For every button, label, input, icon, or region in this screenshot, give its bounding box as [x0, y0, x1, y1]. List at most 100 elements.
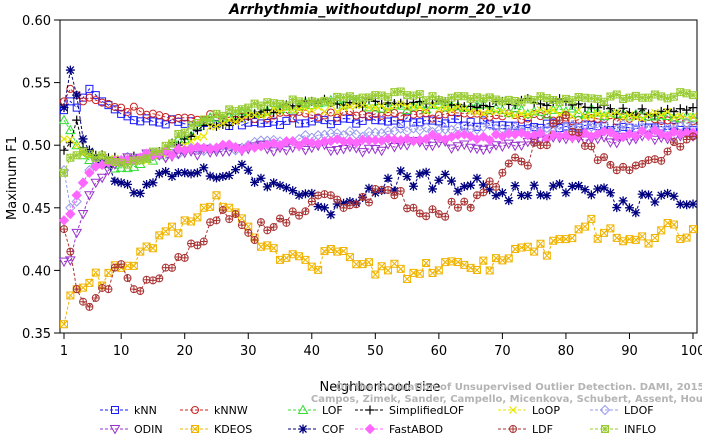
data-point-cof	[59, 103, 69, 113]
data-point-kdeos	[161, 227, 170, 236]
data-point-kdeos	[542, 251, 551, 260]
legend-item-inflo: INFLO	[590, 423, 657, 436]
data-point-simplifiedlof	[675, 104, 685, 114]
data-point-simplifiedlof	[269, 108, 279, 118]
data-point-kdeos	[269, 244, 278, 253]
data-point-kdeos	[129, 261, 138, 270]
series-line-kdeos	[63, 194, 694, 325]
data-point-kdeos	[663, 219, 672, 228]
data-point-knn	[129, 116, 138, 125]
data-point-ldf	[472, 191, 481, 200]
data-point-inflo	[568, 96, 577, 105]
data-point-loop	[212, 122, 221, 131]
data-point-ldf	[301, 207, 310, 216]
data-point-ldf	[225, 215, 234, 224]
data-point-cof	[555, 179, 565, 189]
data-point-cof	[288, 186, 298, 196]
data-point-kdeos	[600, 228, 609, 237]
data-point-knnw	[409, 110, 418, 119]
data-point-ldf	[269, 222, 278, 231]
data-point-ldf	[129, 285, 138, 294]
data-point-loop	[409, 103, 418, 111]
data-point-ldof	[541, 122, 553, 134]
data-point-inflo	[91, 153, 100, 162]
data-point-knnw	[333, 113, 342, 122]
data-point-odin	[649, 135, 661, 146]
data-point-ldf	[644, 156, 653, 165]
data-point-inflo	[168, 139, 177, 148]
x-tick-label: 40	[304, 344, 321, 359]
data-point-loop	[523, 110, 532, 119]
data-point-ldf	[199, 237, 208, 246]
data-point-ldf	[422, 212, 431, 221]
data-point-ldf	[148, 276, 157, 285]
data-point-ldf	[415, 209, 424, 218]
data-point-ldof	[395, 123, 406, 134]
legend-label: COF	[322, 423, 345, 434]
data-point-ldf	[517, 157, 526, 166]
data-point-ldf	[492, 182, 501, 191]
series-kdeos	[60, 191, 697, 329]
data-point-loop	[384, 106, 392, 114]
data-point-cof	[447, 176, 457, 186]
data-point-inflo	[650, 90, 659, 99]
data-point-ldof	[420, 122, 432, 133]
data-point-cof	[466, 180, 476, 190]
data-point-knn	[180, 119, 189, 128]
data-point-kdeos	[104, 268, 113, 277]
data-point-cof	[205, 171, 215, 181]
data-point-ldf	[428, 205, 437, 214]
data-point-simplifiedlof	[192, 125, 202, 135]
data-point-kdeos	[136, 247, 145, 256]
data-point-loop	[587, 112, 596, 121]
data-point-cof	[516, 190, 526, 200]
data-point-ldf	[663, 147, 672, 156]
legend-item-loop: LoOP	[498, 404, 560, 417]
data-point-knn	[409, 118, 418, 127]
data-point-inflo	[663, 94, 672, 103]
data-point-kdeos	[371, 270, 380, 279]
data-point-cof	[428, 184, 438, 194]
data-point-loop	[225, 116, 234, 125]
data-point-ldf	[295, 211, 304, 220]
data-point-ldf	[326, 191, 335, 200]
data-point-loop	[517, 109, 526, 118]
data-point-inflo	[339, 93, 348, 102]
data-point-loop	[530, 108, 539, 117]
data-point-ldf	[142, 275, 151, 284]
data-point-odin	[477, 145, 489, 156]
data-point-lof	[649, 111, 661, 121]
series-line-fastabod	[63, 129, 694, 221]
data-point-loop	[72, 141, 81, 150]
data-point-ldof	[408, 123, 419, 134]
data-point-odin	[77, 210, 89, 220]
legend-label: ODIN	[134, 423, 163, 434]
data-point-cof	[281, 183, 291, 193]
watermark-line-2: Campos, Zimek, Sander, Campello, Micenko…	[311, 394, 702, 405]
watermark-line-1: On the Evaluation of Unsupervised Outlie…	[336, 382, 702, 393]
data-point-kdeos	[288, 250, 297, 259]
data-point-odin	[325, 146, 337, 157]
data-point-kdeos	[168, 222, 177, 231]
data-point-inflo	[600, 97, 609, 106]
data-point-odin	[331, 145, 343, 156]
data-point-inflo	[193, 118, 202, 127]
data-point-kdeos	[479, 256, 488, 265]
data-point-fastabod	[636, 125, 648, 137]
data-point-inflo	[60, 168, 68, 177]
data-point-loop	[657, 111, 666, 120]
data-point-simplifiedlof	[682, 105, 692, 115]
data-point-loop	[473, 108, 481, 117]
data-point-ldf	[161, 263, 170, 272]
data-point-kdeos	[212, 191, 221, 200]
data-point-knn	[441, 119, 450, 128]
data-point-loop	[60, 135, 68, 143]
data-point-kdeos	[263, 241, 272, 250]
data-point-inflo	[364, 93, 373, 102]
data-point-inflo	[142, 154, 151, 163]
data-point-cof	[300, 189, 310, 199]
data-point-knn	[345, 114, 354, 123]
data-point-inflo	[231, 107, 240, 116]
data-point-ldf	[358, 192, 367, 201]
data-point-cof	[199, 163, 209, 173]
